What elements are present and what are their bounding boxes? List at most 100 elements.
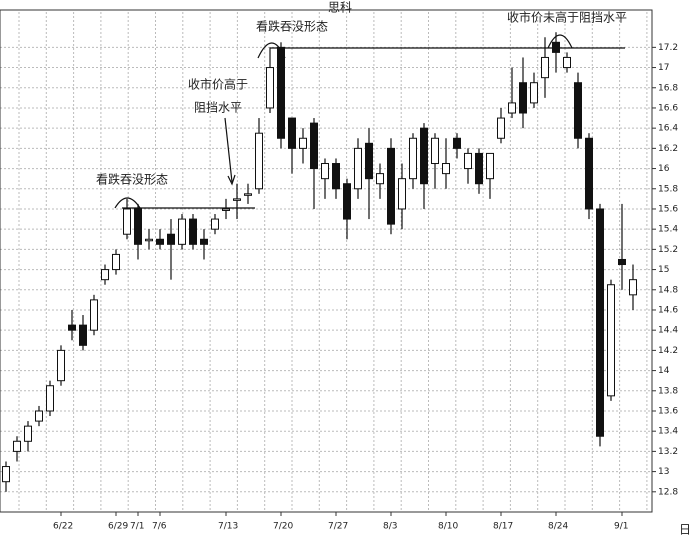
y-tick-label: 16.8 <box>658 83 678 93</box>
plot: 12.8 13 13.2 13.4 13.6 13.8 14 14.2 14.4 14.6 14.8… <box>2 32 678 532</box>
x-tick-label: 6/22 <box>53 522 73 532</box>
candle-body <box>233 198 241 201</box>
y-tick-label: 15.2 <box>658 245 678 255</box>
x-tick-label: 8/10 <box>438 522 458 532</box>
candle-body <box>332 163 340 190</box>
arrow <box>224 117 233 183</box>
candle-body <box>24 425 32 442</box>
candle-body <box>431 137 439 165</box>
x-tick-label: 8/3 <box>383 522 397 532</box>
candle-body <box>607 284 615 397</box>
candle-body <box>552 41 560 53</box>
y-tick-label: 16.6 <box>658 103 678 113</box>
x-tick-label: 7/20 <box>273 522 293 532</box>
candle-body <box>200 238 208 245</box>
x-tick-label: 8/24 <box>548 522 568 532</box>
plot-frame <box>0 9 653 513</box>
candle-body <box>321 163 329 180</box>
candle-body <box>299 137 307 149</box>
candle-body <box>79 324 87 346</box>
candle-body <box>112 253 120 271</box>
arrow-head <box>227 174 236 186</box>
candle-body <box>365 142 373 180</box>
y-tick-label: 13.6 <box>658 406 678 416</box>
candle-body <box>68 324 76 331</box>
candle-body <box>57 349 65 382</box>
candle-body <box>497 117 505 139</box>
y-tick-label: 12.8 <box>658 487 678 497</box>
candle-body <box>277 46 285 139</box>
y-tick-label: 14 <box>658 366 670 376</box>
annotation: 阻挡水平 <box>194 101 242 115</box>
candle-body <box>167 233 175 245</box>
candle-body <box>13 440 21 452</box>
y-tick-label: 14.2 <box>658 346 678 356</box>
annotation: 收市价未高于阻挡水平 <box>507 10 627 25</box>
y-tick-label: 17.2 <box>658 43 678 53</box>
candle-body <box>35 410 43 422</box>
candle-body <box>486 152 494 180</box>
y-tick-label: 13.4 <box>658 427 678 437</box>
annotation-shapes <box>114 34 625 209</box>
candle-body <box>376 173 384 185</box>
candle-body <box>211 218 219 230</box>
y-tick-label: 17 <box>658 63 669 73</box>
candle-body <box>519 82 527 114</box>
arc <box>547 34 573 49</box>
candle-body <box>354 147 362 190</box>
x-tick-label: 7/6 <box>152 522 167 532</box>
candle-body <box>585 137 593 210</box>
candle-body <box>101 269 109 281</box>
candle-body <box>145 238 153 242</box>
y-tick-label: 16 <box>658 164 670 174</box>
candle-body <box>508 102 516 114</box>
chart-title: 思科 <box>328 1 352 15</box>
candle-body <box>266 67 274 109</box>
vertical-grid <box>0 12 652 512</box>
annotation: 看跌吞没形态 <box>96 172 168 187</box>
candle-body <box>90 299 98 331</box>
candle-body <box>2 466 10 483</box>
y-tick-label: 16.2 <box>658 144 678 154</box>
candle-body <box>134 208 142 245</box>
y-tick-label: 14.6 <box>658 305 678 315</box>
y-tick-label: 14.8 <box>658 285 678 295</box>
candle-body <box>541 56 549 79</box>
candle-body <box>530 82 538 104</box>
x-tick-label: 7/13 <box>218 522 238 532</box>
x-tick-label: 7/27 <box>328 522 348 532</box>
candle-body <box>464 152 472 170</box>
y-tick-label: 15 <box>658 265 669 275</box>
candle-body <box>442 163 450 175</box>
candle-body <box>574 82 582 139</box>
y-tick-label: 13 <box>658 467 669 477</box>
annotation: 收市价高于 <box>188 77 248 92</box>
candle-body <box>398 178 406 210</box>
candle-body <box>255 132 263 190</box>
candle-body <box>189 218 197 245</box>
candle-body <box>310 122 318 170</box>
x-tick-label: 6/29 <box>108 522 128 532</box>
x-unit: 日 <box>679 523 691 537</box>
candle-body <box>288 117 296 149</box>
candle-body <box>46 385 54 412</box>
candle-body <box>244 193 252 196</box>
candle-body <box>409 137 417 180</box>
annotation: 看跌吞没形态 <box>256 19 328 34</box>
y-tick-label: 15.4 <box>658 225 678 235</box>
x-tick-label: 9/1 <box>614 522 628 532</box>
candle-body <box>475 152 483 185</box>
candle-body <box>387 147 395 225</box>
candle-body <box>343 183 351 220</box>
candle-body <box>178 218 186 245</box>
candle-body <box>629 279 637 296</box>
y-tick-label: 14.4 <box>658 326 678 336</box>
y-tick-label: 16.4 <box>658 124 678 134</box>
x-tick-label: 7/1 <box>130 522 144 532</box>
candle-body <box>453 137 461 149</box>
candle-body <box>156 238 164 245</box>
x-tick-label: 8/17 <box>493 522 513 532</box>
candle-body <box>596 208 604 437</box>
y-tick-label: 15.6 <box>658 204 678 214</box>
